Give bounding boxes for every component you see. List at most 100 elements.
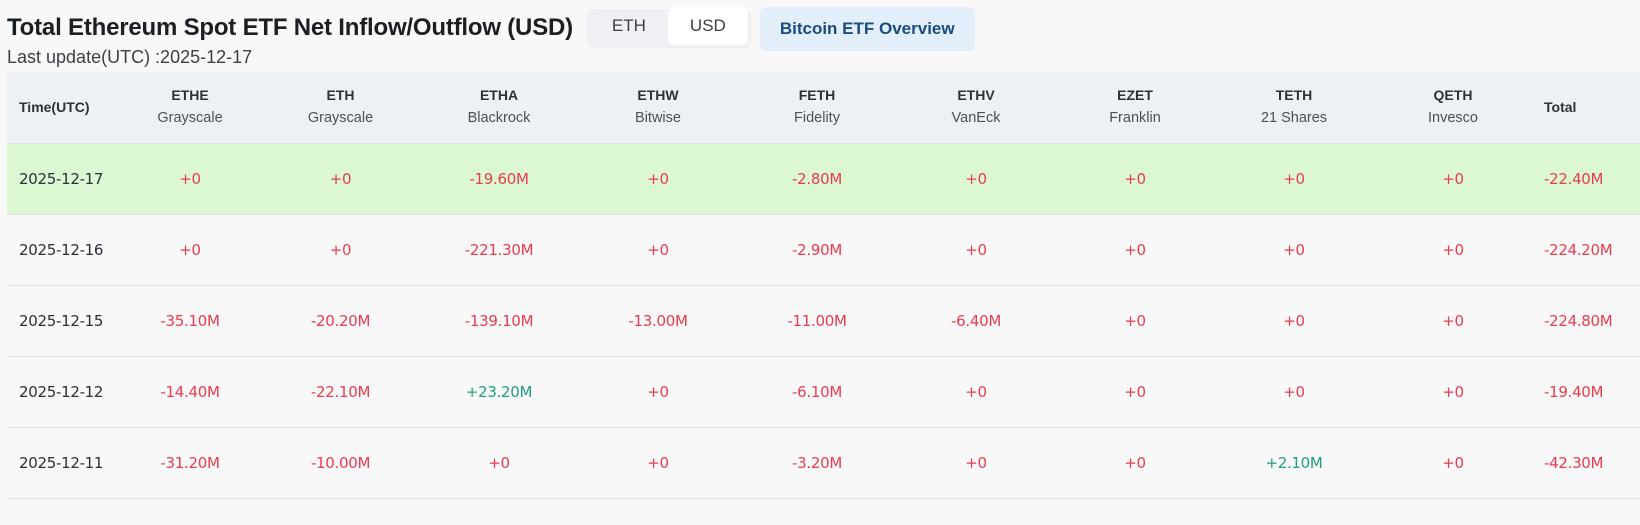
row-flow-value: -221.30M [464,240,534,259]
column-ticker: ETHV [957,87,995,104]
column-ticker: ETHE [171,87,209,104]
row-flow-value: +23.20M [465,382,533,401]
row-flow-value: -19.60M [469,169,529,188]
row-flow-value: -31.20M [160,453,220,472]
table-row: 2025-12-16 +0 +0 -221.30M +0 -2.90M +0 +0 +0 +0 -2… [7,214,1640,285]
row-total-value: -42.30M [1544,453,1604,472]
row-flow-value: -11.00M [787,311,847,330]
row-total-value: -22.40M [1544,169,1604,188]
page-title: Total Ethereum Spot ETF Net Inflow/Outfl… [7,13,573,41]
column-ticker: Total [1544,98,1577,115]
column-issuer: Grayscale [307,110,374,127]
row-flow-value: +0 [1442,382,1464,401]
row-flow-value: -14.40M [160,382,220,401]
row-flow-value: -10.00M [310,453,371,472]
row-date: 2025-12-11 [19,453,104,472]
column-header-qeth: QETH Invesco [1374,72,1532,143]
row-flow-value: +0 [488,453,510,472]
row-flow-value: -6.10M [792,382,842,401]
column-header-etha: ETHA Blackrock [420,72,578,143]
row-flow-value: +0 [965,453,987,472]
row-flow-value: +0 [1124,311,1146,330]
row-date: 2025-12-15 [19,311,104,330]
column-ticker: TETH [1275,87,1313,104]
row-flow-value: +0 [1442,240,1464,259]
row-flow-value: +0 [329,240,352,259]
column-issuer: Bitwise [635,110,681,127]
row-flow-value: +0 [647,453,669,472]
column-header-ethv: ETHV VanEck [896,72,1056,143]
row-date: 2025-12-17 [19,169,104,188]
column-header-eth: ETH Grayscale [261,72,420,143]
row-flow-value: -2.80M [792,169,842,188]
row-flow-value: +0 [329,169,352,188]
row-flow-value: -22.10M [310,382,371,401]
row-flow-value: -2.90M [792,240,842,259]
column-issuer: Franklin [1109,110,1161,127]
column-issuer: Invesco [1428,110,1478,127]
row-flow-value: +0 [647,169,669,188]
row-flow-value: +0 [1442,311,1464,330]
column-ticker: QETH [1433,87,1473,104]
table-row: 2025-12-12 -14.40M -22.10M +23.20M +0 -6.10M +… [7,356,1640,427]
page-header: Total Ethereum Spot ETF Net Inflow/Outfl… [7,4,975,51]
row-flow-value: +0 [965,169,987,188]
column-header-feth: FETH Fidelity [738,72,896,143]
row-flow-value: +0 [1283,169,1305,188]
row-flow-value: +0 [647,382,669,401]
etf-flow-table: Time(UTC) ETHE Grayscale ETH Grayscale ETHA Bl… [7,72,1640,499]
column-issuer: 21 Shares [1260,110,1328,127]
row-flow-value: +0 [1283,311,1305,330]
row-flow-value: +0 [1442,169,1464,188]
row-flow-value: -6.40M [951,311,1001,330]
row-flow-value: +0 [1442,453,1464,472]
bitcoin-etf-overview-button[interactable]: Bitcoin ETF Overview [759,7,975,51]
column-ticker: EZET [1117,87,1153,104]
row-total-value: -224.80M [1544,311,1613,330]
column-issuer: Fidelity [794,110,840,127]
column-header-total: Total [1532,72,1640,143]
column-issuer: Grayscale [157,110,223,127]
table-row: 2025-12-15 -35.10M -20.20M -139.10M -13.00M -… [7,285,1640,356]
table-row: 2025-12-11 -31.20M -10.00M +0 +0 -3.20M +0 +0 +2… [7,427,1640,498]
row-flow-value: +0 [965,240,987,259]
row-flow-value: -3.20M [792,453,842,472]
toggle-usd-button[interactable]: USD [667,7,748,45]
table-header-row: Time(UTC) ETHE Grayscale ETH Grayscale ETHA Bl… [7,72,1640,143]
last-update-text: Last update(UTC) :2025-12-17 [7,47,253,67]
row-date: 2025-12-16 [19,240,104,259]
row-flow-value: +0 [179,169,201,188]
column-header-ethw: ETHW Bitwise [578,72,738,143]
row-flow-value: +0 [1283,240,1305,259]
row-flow-value: -13.00M [628,311,688,330]
column-header-teth: TETH 21 Shares [1214,72,1374,143]
column-issuer: VanEck [951,110,1001,127]
row-flow-value: +2.10M [1265,453,1323,472]
table-row: 2025-12-17 +0 +0 -19.60M +0 -2.80M +0 +0 +0 +0 -22… [7,143,1640,214]
column-header-time: Time(UTC) [7,72,119,143]
column-header-ezet: EZET Franklin [1056,72,1214,143]
row-flow-value: +0 [1124,453,1146,472]
row-flow-value: +0 [1124,240,1146,259]
row-flow-value: +0 [179,240,201,259]
row-flow-value: +0 [965,382,987,401]
column-ticker: ETHW [637,87,679,104]
column-header-ethe: ETHE Grayscale [119,72,261,143]
row-total-value: -224.20M [1544,240,1613,259]
column-issuer: Blackrock [467,110,531,127]
row-flow-value: +0 [1283,382,1305,401]
row-date: 2025-12-12 [19,382,104,401]
row-flow-value: -35.10M [160,311,220,330]
column-ticker: FETH [798,87,836,104]
row-flow-value: +0 [1124,169,1146,188]
column-ticker: ETHA [479,87,519,104]
column-ticker: Time(UTC) [19,98,90,115]
row-flow-value: +0 [647,240,669,259]
row-flow-value: -20.20M [310,311,371,330]
column-ticker: ETH [326,87,355,104]
toggle-eth-button[interactable]: ETH [611,16,646,35]
row-flow-value: -139.10M [464,311,534,330]
row-flow-value: +0 [1124,382,1146,401]
row-total-value: -19.40M [1544,382,1604,401]
currency-toggle: ETH USD [586,7,751,47]
